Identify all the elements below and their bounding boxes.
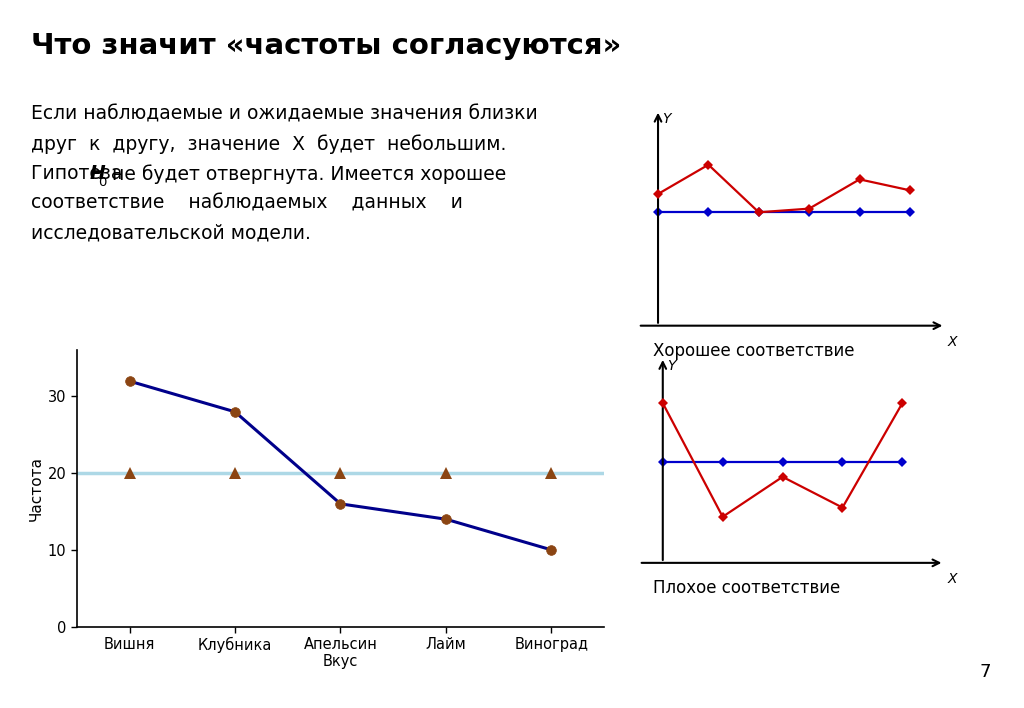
Text: Y: Y (668, 359, 676, 372)
Text: друг  к  другу,  значение  X  будет  небольшим.: друг к другу, значение X будет небольшим… (31, 135, 506, 154)
Text: H: H (89, 164, 105, 183)
Text: Гипотеза: Гипотеза (31, 164, 128, 183)
Text: не будет отвергнута. Имеется хорошее: не будет отвергнута. Имеется хорошее (105, 164, 506, 184)
Text: Что значит «частоты согласуются»: Что значит «частоты согласуются» (31, 32, 621, 60)
Text: X: X (948, 335, 957, 349)
Text: исследовательской модели.: исследовательской модели. (31, 224, 310, 243)
Text: 0: 0 (98, 176, 106, 188)
Text: Хорошее соответствие: Хорошее соответствие (653, 342, 855, 360)
Y-axis label: Частота: Частота (29, 456, 43, 521)
Text: Y: Y (663, 112, 671, 126)
Text: X: X (947, 572, 956, 586)
Text: соответствие    наблюдаемых    данных    и: соответствие наблюдаемых данных и (31, 194, 463, 213)
Text: Плохое соответствие: Плохое соответствие (653, 579, 841, 597)
Text: 7: 7 (980, 663, 991, 681)
Text: Если наблюдаемые и ожидаемые значения близки: Если наблюдаемые и ожидаемые значения бл… (31, 105, 538, 124)
